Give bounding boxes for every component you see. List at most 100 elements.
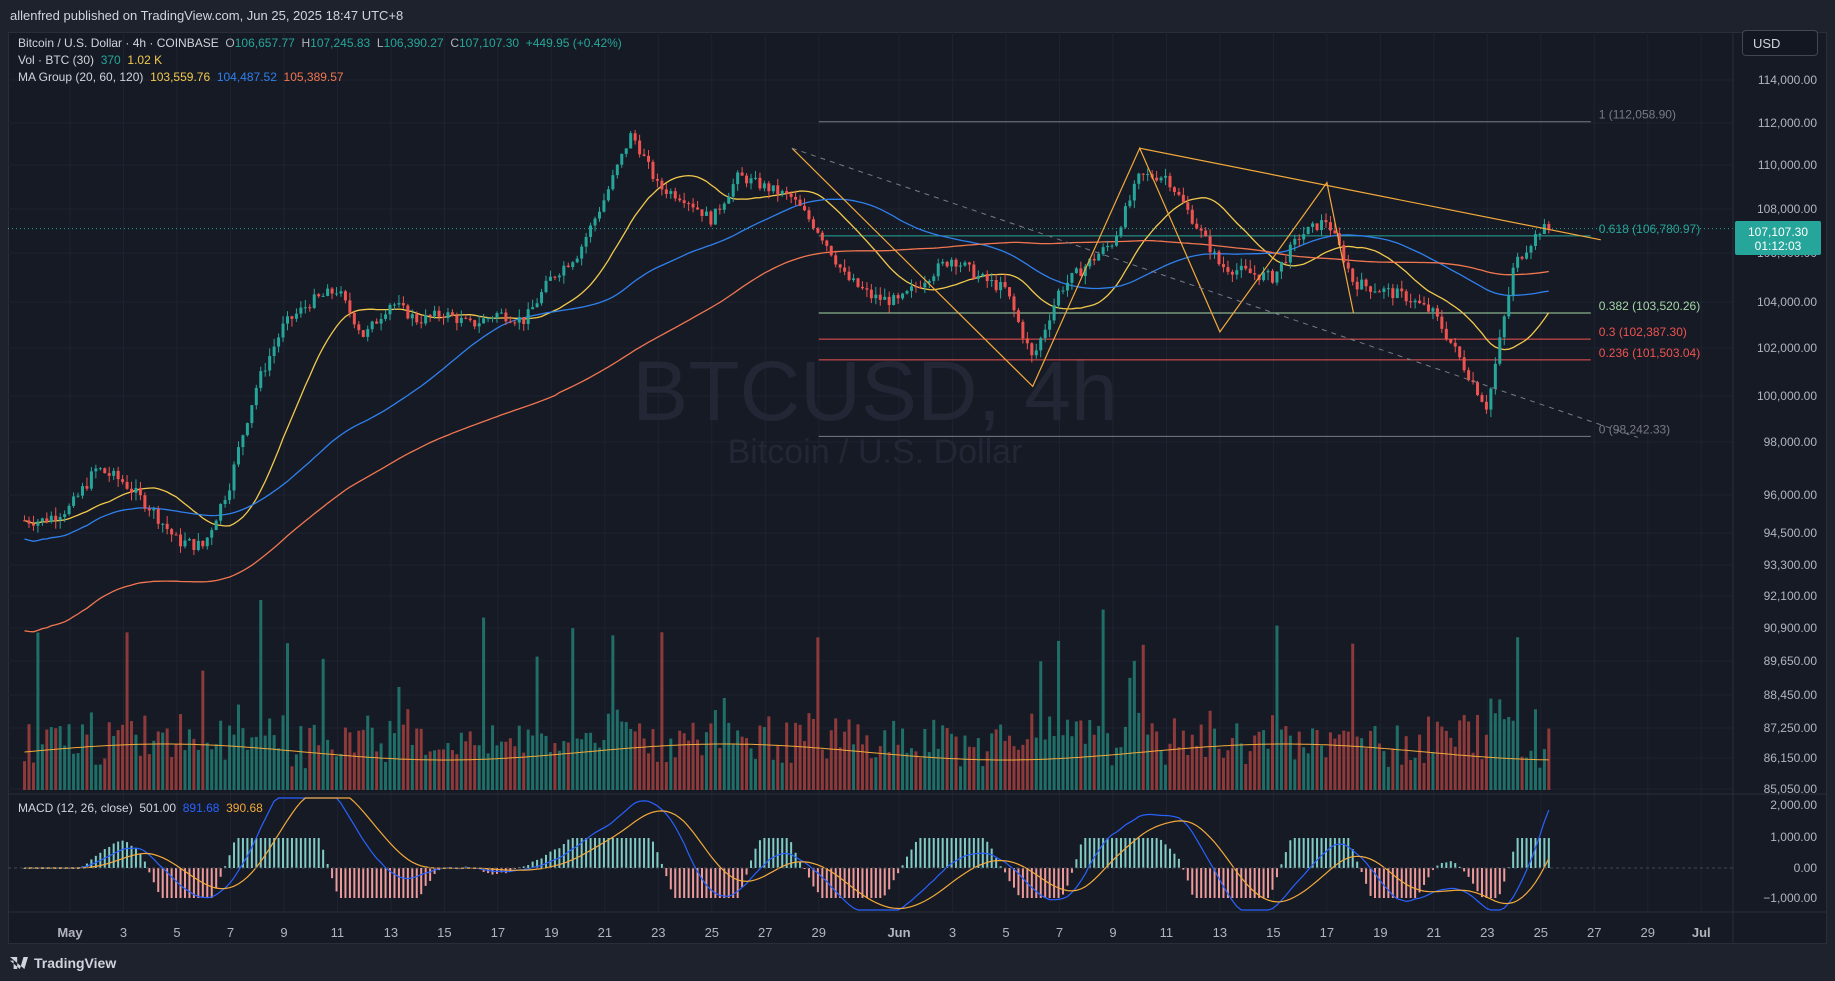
volume-bar <box>780 762 784 790</box>
candle-body <box>1484 401 1488 410</box>
macd-histogram-bar <box>1378 868 1381 898</box>
volume-bar <box>602 739 606 790</box>
volume-bar <box>499 741 503 790</box>
volume-bar <box>1181 730 1185 790</box>
macd-histogram-bar <box>1128 838 1131 868</box>
candle <box>1065 274 1069 297</box>
candle-body <box>1507 295 1511 317</box>
candle-body <box>384 314 388 319</box>
macd-histogram-bar <box>625 838 628 868</box>
y-tick-label: 104,000.00 <box>1757 295 1817 309</box>
macd-pane <box>23 797 1550 911</box>
macd-histogram-bar <box>821 868 824 898</box>
volume-bar <box>326 739 330 790</box>
volume-bar <box>762 727 766 790</box>
candle-body <box>1159 177 1163 181</box>
candle-body <box>638 140 642 155</box>
candle-body <box>1057 290 1061 306</box>
macd-histogram-bar <box>1222 868 1225 898</box>
candle-body <box>562 265 566 276</box>
candle <box>580 244 584 266</box>
candle <box>1008 286 1012 300</box>
volume-bar <box>335 756 339 790</box>
candle-body <box>294 313 298 319</box>
chart-area[interactable] <box>8 32 1827 944</box>
volume-bar <box>268 718 272 790</box>
candle <box>1476 380 1480 397</box>
candle <box>415 311 419 325</box>
macd-histogram-bar <box>1151 838 1154 868</box>
candle-body <box>1337 233 1341 246</box>
volume-bar <box>1320 745 1324 790</box>
candle-body <box>593 218 597 226</box>
candle-body <box>491 317 495 319</box>
macd-histogram-bar <box>255 838 258 868</box>
volume-bar <box>1248 751 1252 790</box>
volume-bar <box>1150 723 1154 790</box>
candle <box>789 191 793 204</box>
macd-histogram-bar <box>1195 868 1198 898</box>
volume-bar <box>807 713 811 790</box>
candle <box>98 466 102 471</box>
volume-bar <box>1297 731 1301 790</box>
candle <box>464 314 468 320</box>
macd-histogram-bar <box>1302 838 1305 868</box>
macd-histogram-bar <box>1324 838 1327 868</box>
volume-bar <box>1074 721 1078 790</box>
price-countdown: 01:12:03 <box>1755 239 1802 253</box>
macd-histogram-bar <box>1449 861 1452 868</box>
volume-bar <box>1141 644 1145 790</box>
macd-histogram-bar <box>393 868 396 898</box>
volume-bar <box>1351 643 1355 790</box>
candle-body <box>1297 238 1301 240</box>
macd-histogram-bar <box>536 859 539 868</box>
candle <box>522 317 526 331</box>
candle <box>343 289 347 304</box>
macd-histogram-bar <box>1186 868 1189 881</box>
candle-body <box>838 264 842 268</box>
volume-bar <box>375 751 379 790</box>
candle <box>63 510 67 522</box>
macd-histogram-bar <box>264 838 267 868</box>
macd-histogram-bar <box>750 860 753 868</box>
candle-body <box>1324 220 1328 223</box>
currency-button[interactable]: USD <box>1742 30 1818 56</box>
volume-bar <box>187 729 191 790</box>
volume-bar <box>245 749 249 790</box>
candle <box>1034 343 1038 359</box>
y-tick-label: 89,650.00 <box>1764 654 1818 668</box>
candle <box>1244 259 1248 271</box>
volume-bar <box>1061 735 1065 790</box>
candle <box>1320 214 1324 236</box>
macd-histogram-bar <box>910 849 913 868</box>
candle-body <box>950 259 954 267</box>
candle <box>718 204 722 215</box>
candle <box>392 302 396 310</box>
candle <box>709 210 713 227</box>
candle-body <box>1284 261 1288 263</box>
volume-bar <box>348 732 352 790</box>
candle-body <box>1489 388 1493 410</box>
candle-body <box>1400 288 1404 292</box>
volume-bar <box>1373 726 1377 790</box>
candle-body <box>1516 256 1520 268</box>
candle <box>1373 283 1377 294</box>
candle <box>170 527 174 542</box>
volume-bar <box>838 747 842 790</box>
volume-bar <box>954 736 958 790</box>
macd-histogram-bar <box>335 868 338 892</box>
volume-bar <box>1172 718 1176 790</box>
volume-bar <box>976 738 980 790</box>
volume-bar <box>468 731 472 790</box>
candle-body <box>972 264 976 279</box>
macd-histogram-bar <box>1476 868 1479 892</box>
candle-body <box>254 387 258 406</box>
candle-body <box>161 523 165 525</box>
macd-histogram-bar <box>932 838 935 868</box>
volume-bar <box>1186 754 1190 790</box>
volume-bar <box>89 712 93 790</box>
volume-bar <box>896 744 900 790</box>
volume-bar <box>1400 764 1404 790</box>
macd-histogram-bar <box>696 868 699 898</box>
